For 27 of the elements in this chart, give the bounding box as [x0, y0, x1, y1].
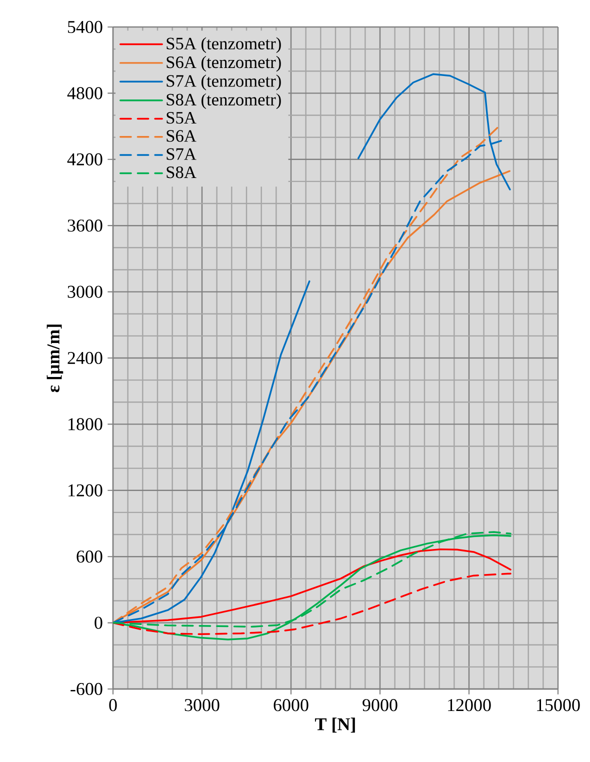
legend-label: S7A (tenzometr) [166, 74, 281, 90]
y-tick-label: 2400 [68, 352, 102, 364]
x-tick-label: 12000 [448, 699, 491, 712]
y-tick-label: -600 [70, 682, 102, 696]
x-tick-label: 6000 [274, 699, 308, 712]
legend-label: S6A [166, 130, 196, 142]
x-tick-label: 15000 [537, 699, 580, 712]
y-tick-label: 3600 [68, 220, 102, 232]
x-tick-label: 9000 [362, 699, 398, 712]
legend-label: S8A [166, 166, 196, 178]
legend-label: S8A (tenzometr) [166, 93, 281, 110]
x-tick-label: 3000 [184, 699, 220, 712]
y-tick-label: 4200 [67, 153, 102, 166]
y-tick-label: 1800 [68, 418, 102, 430]
y-tick-label: 0 [94, 616, 102, 629]
y-tick-label: 1200 [68, 484, 102, 496]
legend-label: S5A [166, 112, 196, 124]
legend-label: S6A (tenzometr) [166, 56, 281, 72]
legend-label: S7A [166, 148, 196, 160]
y-tick-label: 5400 [68, 20, 102, 34]
y-axis-title: ε [μm/m] [46, 324, 64, 392]
y-tick-label: 4800 [67, 87, 102, 100]
y-tick-label: 600 [76, 550, 102, 563]
y-tick-label: 3000 [68, 286, 102, 298]
x-tick-label: 0 [109, 699, 117, 712]
x-axis-title: T [N] [315, 718, 355, 733]
legend-label: S5A (tenzometr) [166, 37, 281, 53]
